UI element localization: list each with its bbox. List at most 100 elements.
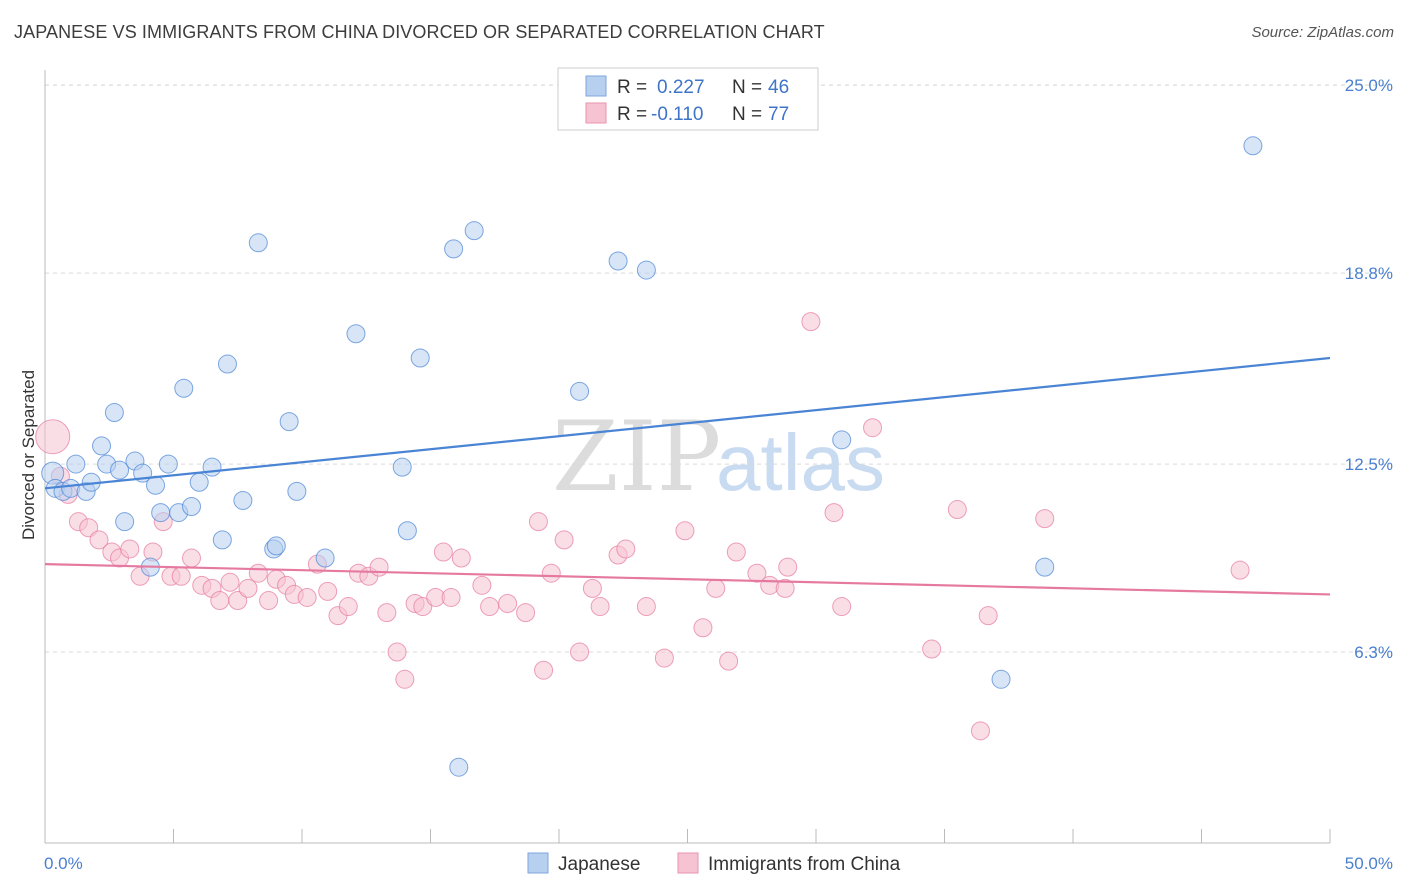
data-point [480, 597, 500, 617]
data-point [315, 548, 335, 568]
data-point [248, 233, 268, 253]
data-point [233, 490, 253, 510]
data-point [79, 518, 99, 538]
y-axis-title: Divorced or Separated [19, 370, 38, 540]
legend-n-value-1: 46 [768, 77, 789, 98]
data-point [719, 651, 739, 671]
x-tick-label-max: 50.0% [1345, 854, 1393, 873]
data-point [392, 457, 412, 477]
bottom-legend-label-japanese: Japanese [558, 854, 640, 875]
data-point [747, 563, 767, 583]
y-tick-label: 12.5% [1345, 455, 1393, 474]
legend-n-label-2: N = [732, 104, 762, 125]
data-point [832, 430, 852, 450]
legend-n-label-1: N = [732, 77, 762, 98]
data-point [297, 587, 317, 607]
data-point [318, 581, 338, 601]
data-point [726, 542, 746, 562]
data-point [397, 521, 417, 541]
legend-r-label-2: R = [617, 104, 647, 125]
data-point [115, 512, 135, 532]
data-point [181, 548, 201, 568]
data-point [775, 578, 795, 598]
data-point [991, 669, 1011, 689]
x-tick-label-min: 0.0% [44, 854, 83, 873]
data-point [395, 669, 415, 689]
data-point [1230, 560, 1250, 580]
data-point [1035, 557, 1055, 577]
data-point [570, 381, 590, 401]
data-point [863, 418, 883, 438]
data-point [66, 454, 86, 474]
data-point [338, 597, 358, 617]
data-point [410, 348, 430, 368]
data-point [413, 597, 433, 617]
data-point [158, 454, 178, 474]
data-point [590, 597, 610, 617]
data-point [541, 563, 561, 583]
data-point [228, 590, 248, 610]
data-point [377, 603, 397, 623]
data-point [238, 578, 258, 598]
y-tick-labels: 6.3% 12.5% 18.8% 25.0% [1345, 76, 1393, 662]
data-point [89, 530, 109, 550]
data-point [1035, 509, 1055, 529]
data-point [616, 539, 636, 559]
data-point [947, 500, 967, 520]
legend-swatch-china [585, 102, 607, 124]
data-point [174, 378, 194, 398]
chart-title: JAPANESE VS IMMIGRANTS FROM CHINA DIVORC… [14, 22, 825, 42]
data-point [706, 578, 726, 598]
data-point [151, 503, 171, 523]
data-point [451, 548, 471, 568]
data-point [570, 642, 590, 662]
data-point [171, 566, 191, 586]
axes [44, 70, 1331, 844]
data-point [61, 478, 81, 498]
data-point [824, 503, 844, 523]
legend-n-value-2: 77 [768, 104, 789, 125]
trend-line-japanese [44, 356, 1331, 490]
trend-lines [44, 356, 1331, 596]
data-point [449, 757, 469, 777]
data-point [608, 251, 628, 271]
data-point [444, 239, 464, 259]
data-point [35, 419, 71, 455]
legend-r-value-1: 0.227 [657, 77, 705, 98]
data-point [248, 563, 268, 583]
data-point [217, 354, 237, 374]
data-point [922, 639, 942, 659]
data-point [181, 497, 201, 517]
data-point [346, 324, 366, 344]
y-tick-label: 25.0% [1345, 76, 1393, 95]
legend: R = 0.227 N = 46 R = -0.110 N = 77 [557, 67, 819, 131]
data-point [120, 539, 140, 559]
data-point [387, 642, 407, 662]
data-point [433, 542, 453, 562]
data-point [220, 572, 240, 592]
bottom-legend-swatch-china [677, 852, 699, 874]
data-point [970, 721, 990, 741]
data-point [210, 590, 230, 610]
data-point [287, 481, 307, 501]
gridlines [45, 84, 1390, 653]
legend-r-label-1: R = [617, 77, 647, 98]
legend-swatch-japanese [585, 75, 607, 97]
x-tick-labels: 0.0% 50.0% [44, 854, 1393, 873]
data-point [778, 557, 798, 577]
data-point [110, 460, 130, 480]
y-tick-label: 18.8% [1345, 264, 1393, 283]
data-point [801, 312, 821, 332]
data-point [554, 530, 574, 550]
legend-r-value-2: -0.110 [651, 104, 703, 125]
data-point [516, 603, 536, 623]
data-point [472, 575, 492, 595]
data-point [978, 606, 998, 626]
data-point [1243, 136, 1263, 156]
data-point [582, 578, 602, 598]
data-point [675, 521, 695, 541]
bottom-legend-swatch-japanese [527, 852, 549, 874]
data-point [498, 594, 518, 614]
data-point [636, 597, 656, 617]
